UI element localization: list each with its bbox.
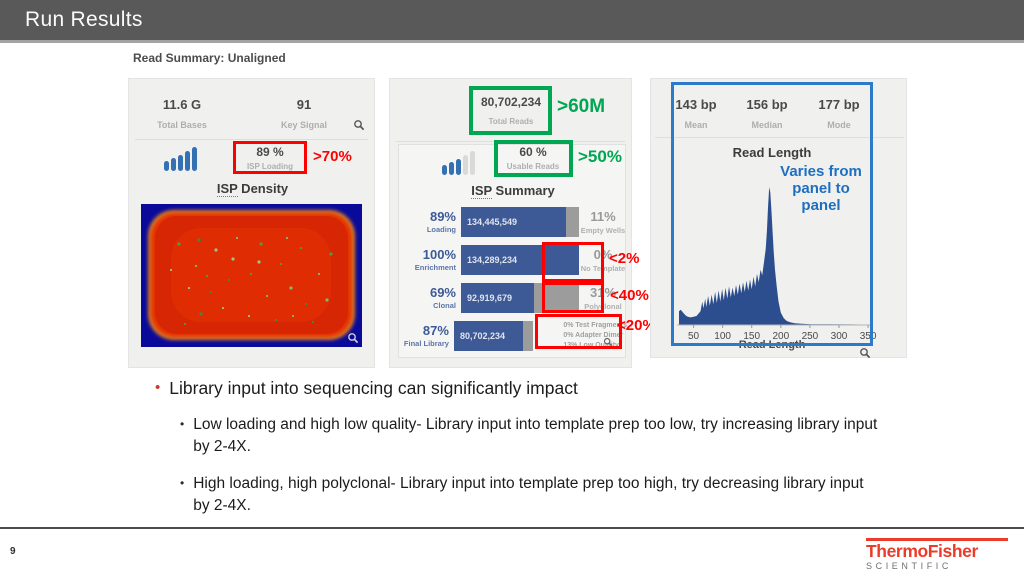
logo-brand: ThermoFisher [866, 541, 978, 561]
isp-summary-rows: 89% Loading 134,445,549 11% Empty Wells 100% E… [399, 203, 627, 355]
usable-reads-threshold: >50% [578, 147, 622, 166]
mode-stat: 177 bp Mode [809, 97, 869, 130]
svg-text:150: 150 [743, 331, 760, 342]
median-value: 156 bp [746, 97, 788, 112]
total-bases-stat: 11.6 G Total Bases [147, 97, 217, 130]
usable-reads-bars-icon [442, 151, 475, 175]
zoom-icon[interactable] [603, 337, 613, 347]
logo-rule [866, 538, 1008, 541]
read-length-panel: 143 bp Mean 156 bp Median 177 bp Mode Re… [650, 78, 907, 359]
bullet-main: • Library input into sequencing can sign… [155, 378, 578, 398]
svg-text:300: 300 [831, 331, 848, 342]
total-reads-threshold: >60M [557, 96, 606, 117]
isp-loading-threshold: >70% [313, 148, 352, 165]
read-length-title: Read Length [732, 145, 812, 160]
polyclonal-threshold: <40% [610, 287, 649, 304]
key-signal-value: 91 [296, 97, 312, 112]
median-stat: 156 bp Median [737, 97, 797, 130]
header-bar [0, 0, 1024, 40]
footer-divider [0, 527, 1024, 529]
isp-density-panel: 11.6 G Total Bases 91 Key Signal 89 % IS… [128, 78, 375, 368]
isp-summary-bar: 80,702,234 [453, 321, 533, 351]
isp-summary-card: ISP Summary 89% Loading 134,445,549 11% Empt… [398, 144, 627, 358]
key-signal-stat: 91 Key Signal [269, 97, 339, 130]
isp-density-title: ISP Density [216, 181, 289, 197]
isp-summary-row: 89% Loading 134,445,549 11% Empty Wells [399, 203, 627, 241]
bullet-icon: • [180, 416, 185, 431]
read-length-xlabel: Read Length [738, 339, 806, 351]
final-library-threshold: <20% [617, 317, 656, 334]
usable-reads-callout-box [494, 140, 573, 177]
median-label: Median [751, 120, 783, 130]
row-left-label: 100% Enrichment [414, 247, 456, 273]
total-reads-value: 80,702,234 [480, 95, 542, 109]
bullet-icon: • [155, 379, 161, 396]
mode-value: 177 bp [818, 97, 860, 112]
loading-bars-icon [164, 147, 197, 171]
row-right-label: 11% Empty Wells [580, 208, 626, 235]
bullet-icon: • [180, 475, 185, 490]
row-left-label: 89% Loading [426, 209, 456, 235]
isp-summary-row: 87% Final Library 80,702,234 0% Test Fragme… [399, 317, 627, 355]
total-bases-label: Total Bases [157, 120, 207, 130]
svg-text:250: 250 [802, 331, 819, 342]
divider [135, 139, 368, 140]
key-signal-label: Key Signal [280, 120, 327, 130]
svg-text:350: 350 [860, 331, 877, 342]
header-divider [0, 40, 1024, 43]
svg-text:100: 100 [714, 331, 731, 342]
bullet-sub: • High loading, high polyclonal- Library… [180, 473, 880, 518]
final-library-callout-box [535, 314, 622, 349]
svg-text:200: 200 [772, 331, 789, 342]
isp-loading-label: ISP Loading [246, 162, 294, 171]
total-bases-value: 11.6 G [162, 97, 202, 112]
polyclonal-callout-box [542, 282, 604, 313]
read-length-histogram: 50 100 150 200 250 300 350 [677, 187, 877, 342]
total-reads-callout-box [469, 86, 552, 135]
page-number: 9 [10, 546, 16, 557]
row-left-label: 87% Final Library [403, 323, 449, 349]
isp-summary-bar: 92,919,679 [461, 283, 579, 313]
usable-reads-stat: 60 % Usable Reads [498, 145, 568, 171]
zoom-icon[interactable] [347, 332, 359, 344]
row-left-label: 69% Clonal [429, 285, 456, 311]
isp-loading-callout-box [233, 141, 307, 174]
isp-density-heatmap [141, 204, 362, 347]
isp-summary-bar: 134,445,549 [461, 207, 579, 237]
usable-reads-value: 60 % [519, 145, 547, 159]
zoom-icon[interactable] [353, 119, 365, 131]
mode-label: Mode [827, 120, 851, 130]
no-template-callout-box [542, 242, 604, 282]
isp-summary-row: 100% Enrichment 134,289,234 0% No Template [399, 241, 627, 279]
page-title: Run Results [25, 8, 143, 31]
divider [655, 137, 904, 138]
isp-summary-bar: 134,289,234 [461, 245, 579, 275]
row-right-label: 0% Test Fragments 0% Adapter Dimer 13% Low… [563, 322, 627, 349]
logo-subbrand: SCIENTIFIC [866, 561, 953, 572]
thermofisher-logo: ThermoFisher SCIENTIFIC [866, 538, 1012, 571]
bullet-sub: • Low loading and high low quality- Libr… [180, 414, 880, 459]
bullet-list: • Library input into sequencing can sign… [155, 377, 885, 518]
svg-text:50: 50 [688, 331, 700, 342]
mean-label: Mean [684, 120, 708, 130]
isp-summary-panel: 80,702,234 Total Reads >60M ISP Summary … [389, 78, 632, 368]
total-reads-stat: 80,702,234 Total Reads [474, 95, 548, 126]
varies-annotation: Varies from panel to panel [780, 163, 862, 214]
isp-summary-title: ISP Summary [471, 183, 555, 199]
mean-stat: 143 bp Mean [666, 97, 726, 130]
isp-summary-row: 69% Clonal 92,919,679 31% Polyclonal [399, 279, 627, 317]
isp-loading-value: 89 % [256, 145, 284, 159]
section-title: Read Summary: Unaligned [133, 51, 286, 65]
zoom-icon[interactable] [859, 347, 871, 359]
total-reads-label: Total Reads [488, 117, 534, 126]
usable-reads-label: Usable Reads [506, 162, 560, 171]
isp-loading-stat: 89 % ISP Loading [237, 145, 303, 171]
mean-value: 143 bp [675, 97, 717, 112]
no-template-threshold: <2% [609, 250, 640, 267]
